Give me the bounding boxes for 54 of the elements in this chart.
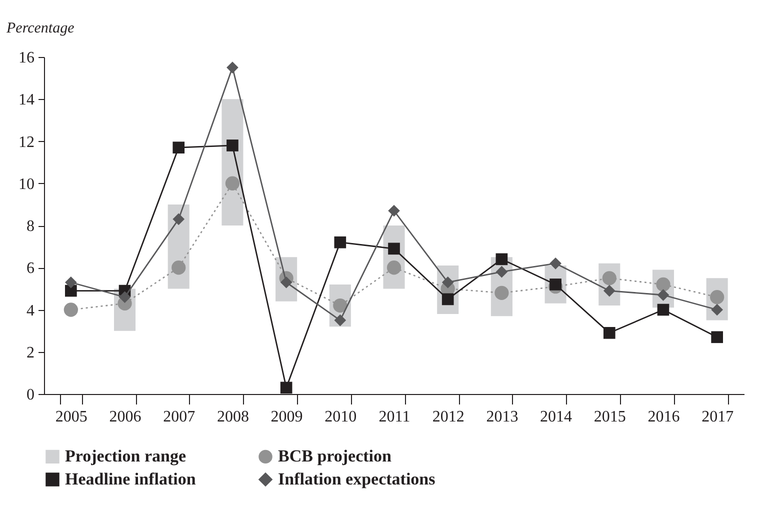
- point: [334, 314, 346, 326]
- point: [64, 302, 78, 317]
- point: [442, 276, 454, 288]
- point: [226, 140, 238, 152]
- x-tick-label: 2009: [270, 408, 303, 426]
- x-tick-label: 2013: [486, 408, 518, 426]
- x-tick-label: 2014: [540, 408, 572, 426]
- x-tick-label: 2008: [216, 408, 249, 426]
- point: [657, 304, 670, 316]
- point: [496, 253, 508, 266]
- y-tick-label: 16: [18, 50, 34, 66]
- y-tick-label: 6: [26, 260, 34, 278]
- point: [496, 266, 508, 278]
- point: [442, 293, 454, 306]
- point: [65, 276, 77, 288]
- y-axis-title: Percentage: [6, 20, 75, 36]
- y-tick-label: 2: [26, 344, 34, 362]
- point: [225, 176, 240, 190]
- legend-label: Headline inflation: [65, 470, 196, 488]
- x-tick-label: 2007: [163, 408, 196, 426]
- x-tick-label: 2010: [324, 408, 357, 426]
- x-tick-label: 2017: [702, 408, 734, 426]
- x-tick-label: 2015: [594, 408, 626, 426]
- point: [388, 204, 400, 217]
- point: [386, 260, 402, 275]
- y-tick-label: 14: [18, 92, 34, 109]
- x-tick-label: 2012: [432, 408, 464, 426]
- point: [388, 242, 400, 255]
- point: [334, 236, 346, 248]
- x-tick-label: 2005: [55, 408, 88, 426]
- y-tick-label: 8: [26, 218, 34, 235]
- x-tick-label: 2011: [378, 408, 410, 426]
- y-tick-label: 0: [26, 386, 34, 404]
- point: [550, 257, 562, 270]
- point: [172, 142, 185, 154]
- y-tick-label: 10: [18, 176, 34, 193]
- legend-label: Projection range: [65, 446, 186, 466]
- legend-label: Inflation expectations: [278, 470, 436, 488]
- x-tick-label: 2016: [648, 408, 680, 426]
- point: [603, 327, 616, 339]
- point: [603, 284, 616, 297]
- point: [494, 286, 509, 300]
- y-tick-label: 4: [26, 302, 34, 320]
- point: [172, 213, 185, 226]
- point: [172, 260, 186, 275]
- point: [280, 382, 292, 394]
- point: [711, 304, 723, 316]
- x-tick-label: 2006: [109, 408, 142, 426]
- point: [226, 62, 238, 74]
- point: [65, 284, 77, 297]
- point: [711, 331, 723, 344]
- legend-label: BCB projection: [278, 446, 392, 466]
- y-tick-label: 12: [18, 134, 34, 151]
- point: [118, 291, 131, 304]
